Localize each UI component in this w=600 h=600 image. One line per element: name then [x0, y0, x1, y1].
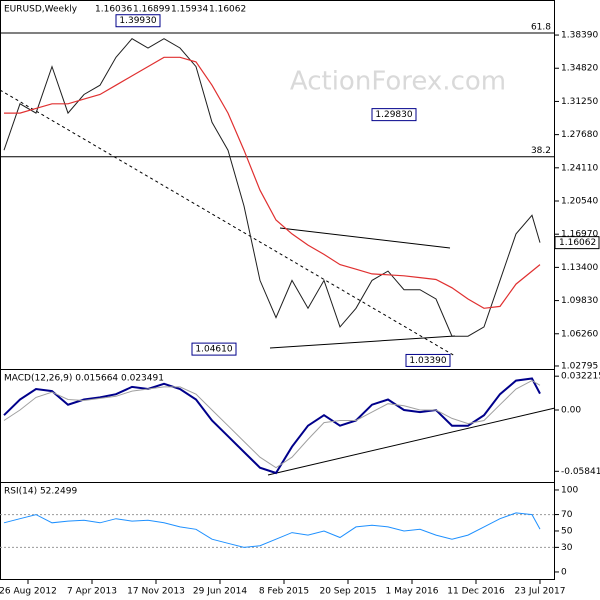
- x-tick-label: 8 Feb 2015: [259, 587, 309, 597]
- y-tick-label: 50: [561, 526, 573, 536]
- y-tick-label: 1.06260: [561, 329, 598, 339]
- y-tick-label: 30: [561, 543, 573, 553]
- annotation-label: 1.29830: [375, 110, 412, 120]
- y-tick-label: 0.032215: [561, 372, 600, 382]
- y-tick-label: 1.27680: [561, 130, 598, 140]
- series-line: [3, 377, 541, 475]
- x-tick-label: 17 Nov 2013: [127, 587, 185, 597]
- y-tick-label: 1.02795: [561, 361, 598, 371]
- panel-title: RSI(14) 52.2499: [4, 487, 77, 497]
- annotation-box: [191, 342, 237, 356]
- series-line: [3, 38, 541, 337]
- x-tick-label: 20 Sep 2015: [319, 587, 376, 597]
- ohlc: 1.16899: [133, 5, 170, 15]
- y-tick-label: 0.00: [561, 405, 581, 415]
- y-tick-label: 1.38390: [561, 31, 598, 41]
- last-price: 1.16062: [559, 238, 596, 248]
- annotation-label: 1.04610: [195, 345, 232, 355]
- y-tick-label: 1.09830: [561, 296, 598, 306]
- last-price-box: [554, 236, 600, 250]
- y-tick-label: -0.058413: [561, 467, 600, 477]
- x-tick-label: 7 Apr 2013: [67, 587, 117, 597]
- chart-title: EURUSD,Weekly: [4, 5, 78, 15]
- x-tick-label: 29 Jun 2014: [193, 587, 247, 597]
- trend-line: [279, 227, 451, 249]
- y-tick-label: 1.34820: [561, 64, 598, 74]
- annotation-box: [371, 108, 417, 122]
- x-tick-label: 11 Dec 2016: [447, 587, 505, 597]
- series-line: [3, 512, 541, 548]
- y-tick-label: 0: [561, 567, 567, 577]
- y-tick-label: 1.31250: [561, 97, 598, 107]
- y-tick-label: 70: [561, 510, 573, 520]
- fib-label: 38.2: [531, 146, 551, 156]
- ohlc: 1.15934: [171, 5, 208, 15]
- y-tick-label: 1.20540: [561, 197, 598, 207]
- series-line: [3, 380, 541, 469]
- y-tick-label: 100: [561, 485, 578, 495]
- x-tick-label: 26 Aug 2012: [0, 587, 57, 597]
- annotation-label: 1.39930: [119, 16, 156, 26]
- series-line: [4, 56, 541, 309]
- annotation-box: [405, 353, 451, 367]
- ohlc: 1.16062: [209, 5, 246, 15]
- trend-line: [0, 89, 456, 357]
- fib-label: 61.8: [531, 23, 551, 33]
- x-tick-label: 1 May 2016: [386, 587, 439, 597]
- panel-title: MACD(12,26,9) 0.015664 0.023491: [4, 374, 164, 384]
- y-tick-label: 1.16970: [561, 230, 598, 240]
- trend-line: [267, 407, 556, 476]
- trend-line: [269, 335, 456, 349]
- annotation-box: [115, 14, 161, 28]
- ohlc: 1.16036: [95, 5, 132, 15]
- annotation-label: 1.03390: [409, 356, 446, 366]
- watermark: ActionForex.com: [290, 67, 506, 97]
- y-tick-label: 1.13400: [561, 263, 598, 273]
- y-tick-label: 1.24110: [561, 163, 598, 173]
- frame: [0, 0, 555, 580]
- x-tick-label: 23 Jul 2017: [515, 587, 566, 597]
